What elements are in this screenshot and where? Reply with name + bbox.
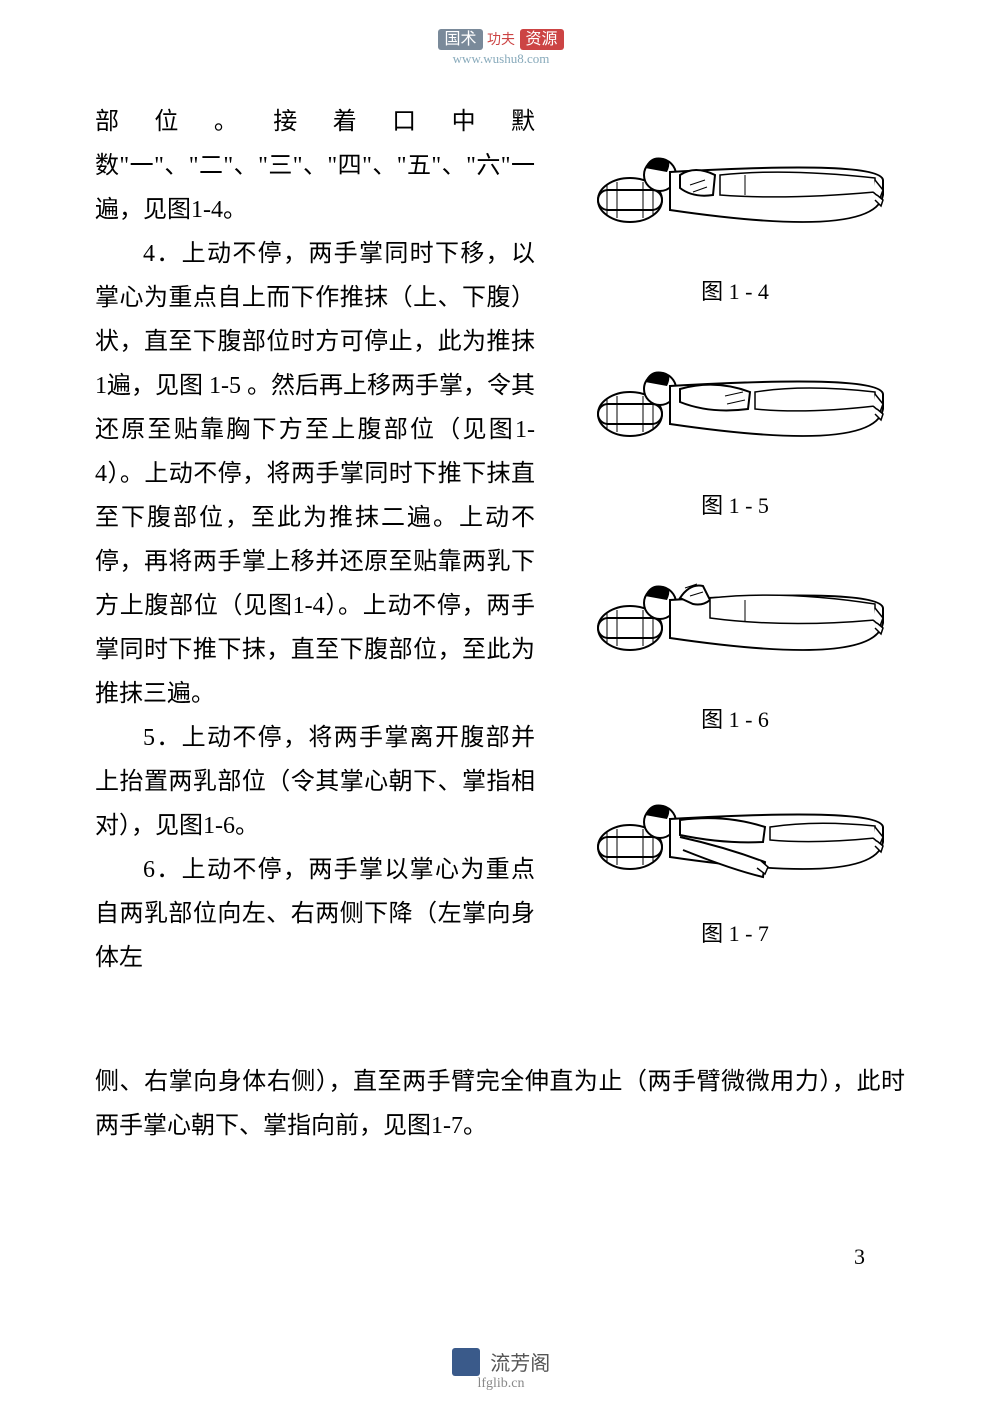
watermark-url: www.wushu8.com [0, 51, 1002, 67]
paragraph-4a: 6．上动不停，两手掌以掌心为重点自两乳部位向左、右两侧下降（左掌向身体左 [95, 848, 535, 980]
figure-2: 图 1 - 5 [565, 314, 905, 520]
figure-1-img [585, 100, 885, 270]
paragraph-3: 5．上动不停，将两手掌离开腹部并上抬置两乳部位（令其掌心朝下、掌指相对），见图1… [95, 716, 535, 848]
watermark-top: 国术 功夫 资源 www.wushu8.com [0, 25, 1002, 67]
figure-2-img [585, 314, 885, 484]
paragraph-2: 4．上动不停，两手掌同时下移，以掌心为重点自上而下作推抹（上、下腹）状，直至下腹… [95, 232, 535, 716]
figure-1: 图 1 - 4 [565, 100, 905, 306]
page-content: 部位。接着口中默数"一"、"二"、"三"、"四"、"五"、"六"一遍，见图1-4… [95, 100, 905, 1280]
text-column: 部位。接着口中默数"一"、"二"、"三"、"四"、"五"、"六"一遍，见图1-4… [95, 100, 535, 980]
figure-4: 图 1 - 7 [565, 742, 905, 948]
watermark-bottom: 流芳阁 lfglib.cn [0, 1347, 1002, 1392]
watermark-bottom-name: 流芳阁 [490, 1353, 550, 1375]
watermark-bottom-logo [452, 1348, 480, 1376]
watermark-badge1: 国术 [438, 29, 482, 50]
figure-2-caption: 图 1 - 5 [565, 488, 905, 520]
figure-1-caption: 图 1 - 4 [565, 274, 905, 306]
figure-4-caption: 图 1 - 7 [565, 916, 905, 948]
watermark-mid: 功夫 [487, 33, 515, 48]
paragraph-4b: 侧、右掌向身体右侧），直至两手臂完全伸直为止（两手臂微微用力），此时两手掌心朝下… [95, 1060, 905, 1148]
watermark-badge2: 资源 [520, 29, 564, 50]
figure-3: 图 1 - 6 [565, 528, 905, 734]
figure-column: 图 1 - 4 [565, 100, 905, 956]
watermark-bottom-url: lfglib.cn [0, 1376, 1002, 1392]
figure-3-caption: 图 1 - 6 [565, 702, 905, 734]
paragraph-1: 部位。接着口中默数"一"、"二"、"三"、"四"、"五"、"六"一遍，见图1-4… [95, 100, 535, 232]
page-number: 3 [854, 1244, 865, 1270]
figure-4-img [585, 742, 885, 912]
figure-3-img [585, 528, 885, 698]
text-full: 侧、右掌向身体右侧），直至两手臂完全伸直为止（两手臂微微用力），此时两手掌心朝下… [95, 1060, 905, 1148]
